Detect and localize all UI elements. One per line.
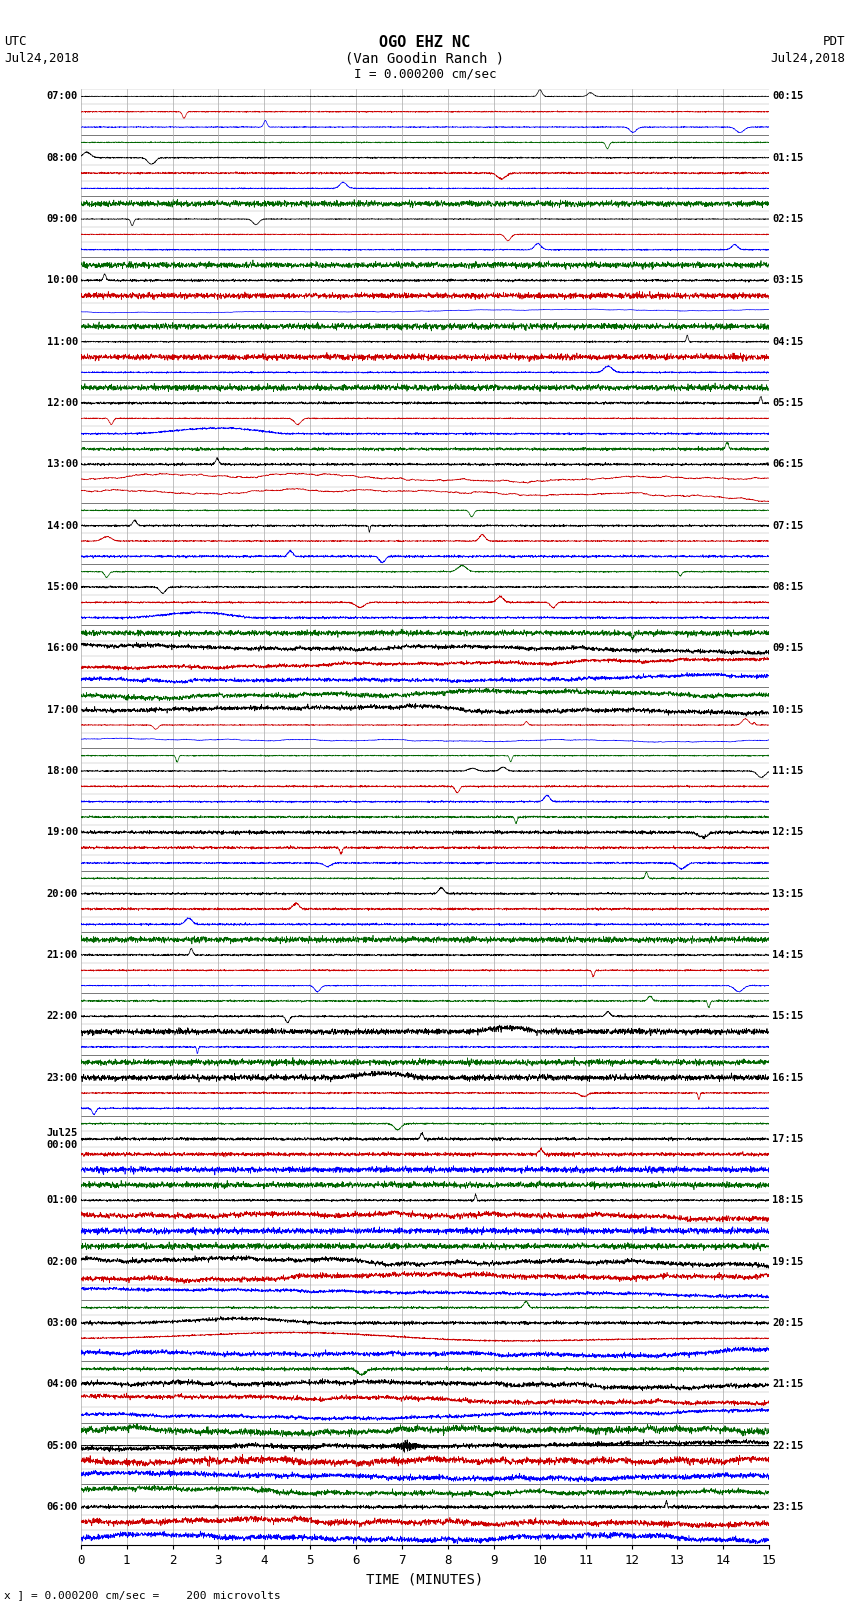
Text: 19:00: 19:00 xyxy=(47,827,78,837)
Text: 00:15: 00:15 xyxy=(772,92,803,102)
Text: 21:15: 21:15 xyxy=(772,1379,803,1389)
Text: 09:15: 09:15 xyxy=(772,644,803,653)
Text: 02:15: 02:15 xyxy=(772,215,803,224)
Text: 18:15: 18:15 xyxy=(772,1195,803,1205)
Text: 23:00: 23:00 xyxy=(47,1073,78,1082)
Text: 20:15: 20:15 xyxy=(772,1318,803,1327)
Text: 19:15: 19:15 xyxy=(772,1257,803,1266)
Text: 03:00: 03:00 xyxy=(47,1318,78,1327)
Text: 07:00: 07:00 xyxy=(47,92,78,102)
Text: (Van Goodin Ranch ): (Van Goodin Ranch ) xyxy=(345,52,505,66)
Text: 02:00: 02:00 xyxy=(47,1257,78,1266)
Text: 16:15: 16:15 xyxy=(772,1073,803,1082)
Text: 17:00: 17:00 xyxy=(47,705,78,715)
Text: 22:15: 22:15 xyxy=(772,1440,803,1450)
Text: 07:15: 07:15 xyxy=(772,521,803,531)
Text: 12:00: 12:00 xyxy=(47,398,78,408)
Text: 15:00: 15:00 xyxy=(47,582,78,592)
Text: 17:15: 17:15 xyxy=(772,1134,803,1144)
Text: 05:15: 05:15 xyxy=(772,398,803,408)
Text: 11:00: 11:00 xyxy=(47,337,78,347)
Text: PDT: PDT xyxy=(824,35,846,48)
Text: 06:00: 06:00 xyxy=(47,1502,78,1511)
Text: 01:00: 01:00 xyxy=(47,1195,78,1205)
Text: 04:00: 04:00 xyxy=(47,1379,78,1389)
Text: 15:15: 15:15 xyxy=(772,1011,803,1021)
Text: 01:15: 01:15 xyxy=(772,153,803,163)
Text: 04:15: 04:15 xyxy=(772,337,803,347)
Text: 23:15: 23:15 xyxy=(772,1502,803,1511)
Text: 18:00: 18:00 xyxy=(47,766,78,776)
Text: Jul24,2018: Jul24,2018 xyxy=(4,52,79,65)
Text: 14:15: 14:15 xyxy=(772,950,803,960)
Text: 21:00: 21:00 xyxy=(47,950,78,960)
Text: 12:15: 12:15 xyxy=(772,827,803,837)
Text: 20:00: 20:00 xyxy=(47,889,78,898)
Text: 11:15: 11:15 xyxy=(772,766,803,776)
Text: I = 0.000200 cm/sec: I = 0.000200 cm/sec xyxy=(354,68,496,81)
X-axis label: TIME (MINUTES): TIME (MINUTES) xyxy=(366,1573,484,1587)
Text: UTC: UTC xyxy=(4,35,26,48)
Text: 16:00: 16:00 xyxy=(47,644,78,653)
Text: 13:00: 13:00 xyxy=(47,460,78,469)
Text: 08:15: 08:15 xyxy=(772,582,803,592)
Text: 06:15: 06:15 xyxy=(772,460,803,469)
Text: 14:00: 14:00 xyxy=(47,521,78,531)
Text: 10:00: 10:00 xyxy=(47,276,78,286)
Text: 09:00: 09:00 xyxy=(47,215,78,224)
Text: 10:15: 10:15 xyxy=(772,705,803,715)
Text: 05:00: 05:00 xyxy=(47,1440,78,1450)
Text: 13:15: 13:15 xyxy=(772,889,803,898)
Text: Jul24,2018: Jul24,2018 xyxy=(771,52,846,65)
Text: 08:00: 08:00 xyxy=(47,153,78,163)
Text: OGO EHZ NC: OGO EHZ NC xyxy=(379,35,471,50)
Text: 03:15: 03:15 xyxy=(772,276,803,286)
Text: x ] = 0.000200 cm/sec =    200 microvolts: x ] = 0.000200 cm/sec = 200 microvolts xyxy=(4,1590,281,1600)
Text: 22:00: 22:00 xyxy=(47,1011,78,1021)
Text: Jul25
00:00: Jul25 00:00 xyxy=(47,1127,78,1150)
